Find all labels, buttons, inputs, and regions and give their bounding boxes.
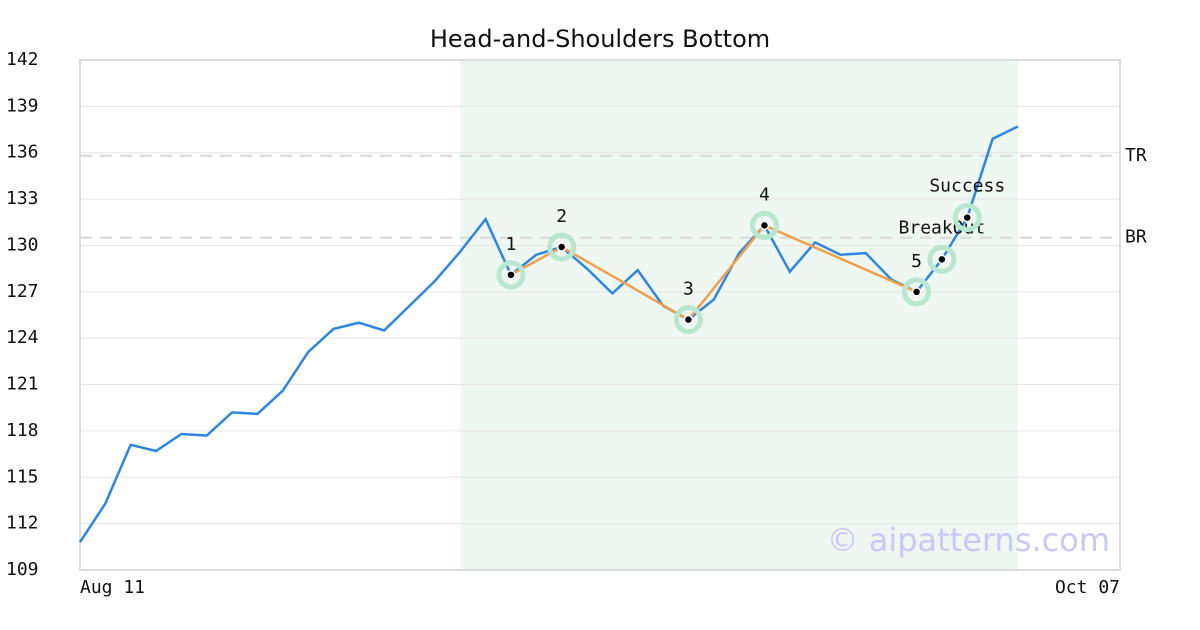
point-halo (902, 277, 932, 307)
watermark: © aipatterns.com (827, 521, 1110, 559)
point-halo (952, 203, 982, 233)
y-tick-label: 121 (6, 374, 39, 395)
point-dot (683, 314, 694, 325)
point-label: 5 (911, 251, 922, 272)
y-tick-label: 136 (6, 142, 39, 163)
point-halo (547, 232, 577, 262)
plot-frame (79, 59, 1121, 571)
point-dot (759, 220, 770, 231)
point-halo (749, 210, 779, 240)
point-dot (506, 270, 516, 280)
point-dot (962, 212, 972, 223)
y-tick-label: 139 (6, 95, 39, 116)
point-label: 1 (506, 234, 517, 255)
point-halo (673, 305, 703, 335)
y-tick-label: 130 (6, 234, 39, 255)
y-tick-label: 115 (6, 466, 39, 487)
point-label: BreakOut (899, 217, 986, 238)
chart-title: Head-and-Shoulders Bottom (430, 25, 770, 53)
y-tick-label: 127 (6, 281, 39, 302)
pattern-region (460, 60, 1018, 570)
y-tick-label: 109 (6, 559, 39, 580)
point-halo (496, 260, 526, 290)
point-label: 2 (556, 206, 567, 227)
point-dot (937, 254, 947, 265)
y-tick-label: 112 (6, 513, 39, 534)
y-tick-label: 142 (6, 49, 39, 70)
point-dot (556, 242, 567, 252)
point-label: 4 (759, 184, 770, 205)
y-tick-label: 124 (6, 327, 39, 348)
y-tick-label: 133 (6, 188, 39, 209)
point-label: Success (929, 176, 1005, 197)
y-tick-label: 118 (6, 420, 39, 441)
reference-label: BR (1125, 227, 1147, 248)
point-label: 3 (683, 279, 694, 300)
point-halo (927, 244, 957, 274)
x-tick-label: Aug 11 (80, 577, 145, 598)
reference-label: TR (1125, 145, 1147, 166)
point-dot (911, 287, 922, 297)
x-tick-label: Oct 07 (1055, 577, 1120, 598)
